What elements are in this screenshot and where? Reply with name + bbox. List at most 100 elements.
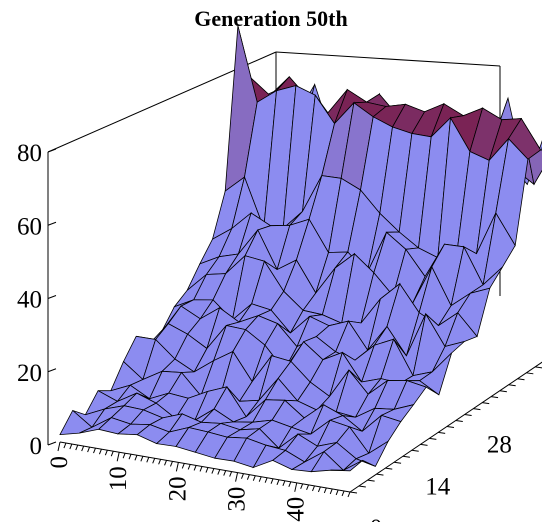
z-tick-label: 0 xyxy=(30,433,43,460)
x-tick-mark xyxy=(282,480,286,486)
x-tick-mark xyxy=(75,444,79,451)
x-tick-mark xyxy=(81,445,85,452)
x-tick-mark xyxy=(116,452,120,462)
x-tick-mark xyxy=(294,482,298,492)
x-tick-mark xyxy=(104,449,108,456)
box-top-right-edge xyxy=(275,51,501,67)
surface-cell xyxy=(330,459,363,472)
z-tick-mark xyxy=(47,295,57,299)
x-tick-mark xyxy=(258,476,262,482)
y-tick-mark xyxy=(358,485,366,488)
x-tick-mark xyxy=(317,486,321,493)
z-tick-label: 20 xyxy=(17,360,42,387)
x-tick-mark xyxy=(335,489,339,496)
x-tick-mark xyxy=(323,487,327,494)
x-tick-mark xyxy=(312,485,315,492)
y-tick-label: 0 xyxy=(370,515,383,522)
x-tick-mark xyxy=(57,441,61,452)
x-tick-mark xyxy=(199,466,203,472)
x-tick-mark xyxy=(235,472,239,482)
y-tick-mark xyxy=(394,461,402,464)
y-tick-mark xyxy=(526,372,534,375)
x-tick-mark xyxy=(329,488,333,495)
x-tick-label: 0 xyxy=(46,456,73,469)
y-tick-mark xyxy=(482,402,490,405)
x-tick-label: 10 xyxy=(105,466,132,491)
z-tick-label: 40 xyxy=(17,287,42,314)
x-tick-mark xyxy=(288,481,292,487)
z-tick-label: 80 xyxy=(17,140,42,167)
x-tick-mark xyxy=(175,462,179,472)
x-tick-mark xyxy=(341,490,345,497)
x-tick-mark xyxy=(98,448,102,455)
x-tick-label: 30 xyxy=(224,487,251,512)
x-tick-mark xyxy=(69,443,73,450)
y-tick-mark xyxy=(349,491,358,494)
x-tick-mark xyxy=(128,454,132,460)
y-tick-mark xyxy=(517,378,525,381)
x-tick-mark xyxy=(300,483,304,490)
x-axis-line xyxy=(59,441,351,493)
y-tick-mark xyxy=(464,414,472,417)
x-tick-mark xyxy=(246,474,250,480)
x-tick-mark xyxy=(276,479,280,485)
x-tick-mark xyxy=(93,447,96,454)
x-tick-mark xyxy=(169,461,173,467)
x-tick-mark xyxy=(140,456,144,462)
x-tick-mark xyxy=(63,442,67,449)
x-tick-mark xyxy=(223,470,227,476)
y-tick-mark xyxy=(411,449,419,452)
y-tick-mark xyxy=(376,473,384,476)
x-tick-mark xyxy=(211,468,215,474)
x-tick-label: 20 xyxy=(164,476,191,501)
x-axis-ticks: 0 10 20 30 40 xyxy=(46,441,351,522)
x-tick-mark xyxy=(306,484,310,491)
y-axis-ticks: 0142842 xyxy=(349,361,542,522)
z-tick-label: 60 xyxy=(17,213,42,240)
y-tick-mark xyxy=(367,479,375,482)
y-tick-mark xyxy=(473,408,481,411)
y-tick-mark xyxy=(490,396,499,399)
chart-title: Generation 50th xyxy=(194,6,348,31)
y-tick-mark xyxy=(499,390,507,393)
y-tick-label: 14 xyxy=(425,473,451,500)
x-tick-mark xyxy=(152,458,156,464)
x-tick-mark xyxy=(217,469,221,475)
x-tick-mark xyxy=(187,464,191,470)
x-tick-mark xyxy=(122,453,126,459)
x-tick-mark xyxy=(193,465,197,471)
x-tick-label: 40 xyxy=(283,497,310,522)
x-tick-mark xyxy=(205,467,209,473)
y-tick-label: 28 xyxy=(487,432,512,459)
surface-mesh xyxy=(59,25,542,473)
y-tick-mark xyxy=(508,384,516,387)
x-tick-mark xyxy=(252,475,256,481)
x-tick-mark xyxy=(181,463,185,469)
x-tick-mark xyxy=(270,478,274,484)
y-tick-mark xyxy=(402,455,410,458)
z-axis-ticks: 0 20 40 60 80 xyxy=(17,140,57,460)
x-tick-mark xyxy=(264,477,268,483)
y-tick-mark xyxy=(429,437,437,440)
y-tick-mark xyxy=(385,467,393,470)
y-tick-mark xyxy=(420,443,428,446)
y-tick-mark xyxy=(438,431,446,434)
x-tick-mark xyxy=(134,455,138,461)
y-tick-mark xyxy=(446,425,455,428)
x-tick-mark xyxy=(229,471,233,477)
y-tick-mark xyxy=(455,419,463,422)
z-tick-mark xyxy=(47,368,57,373)
x-tick-mark xyxy=(241,473,244,479)
x-tick-mark xyxy=(87,446,91,453)
z-tick-mark xyxy=(47,148,57,153)
x-tick-mark xyxy=(158,459,162,465)
x-tick-mark xyxy=(347,491,351,498)
z-tick-mark xyxy=(47,441,57,446)
x-tick-mark xyxy=(146,457,150,463)
y-axis-line xyxy=(349,361,542,493)
x-tick-mark xyxy=(164,460,167,466)
x-tick-mark xyxy=(110,450,114,457)
y-tick-mark xyxy=(535,366,542,369)
z-tick-mark xyxy=(47,221,57,226)
